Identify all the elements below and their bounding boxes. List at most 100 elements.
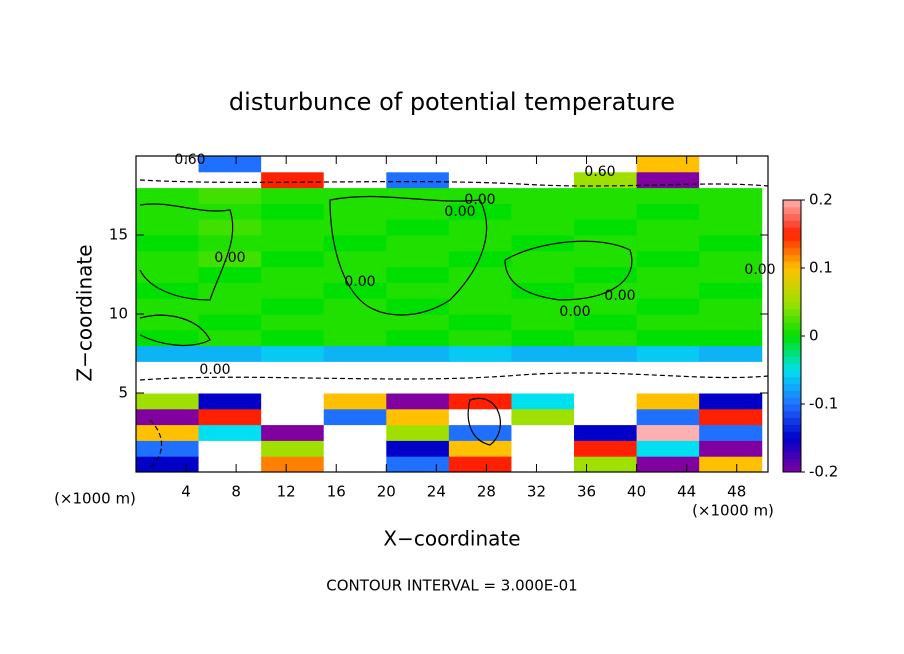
heatmap-cell xyxy=(136,361,200,378)
heatmap-cell xyxy=(511,393,575,410)
x-tick-label: 4 xyxy=(181,483,191,501)
colorbar-segment xyxy=(783,431,801,439)
heatmap-cell xyxy=(323,171,387,189)
heatmap-cell xyxy=(261,266,325,283)
heatmap-cell xyxy=(198,298,262,315)
heatmap-cell xyxy=(574,203,638,220)
heatmap-cell xyxy=(699,329,763,347)
colorbar-segment xyxy=(783,370,801,378)
heatmap-cell xyxy=(136,345,200,362)
colorbar-segment xyxy=(783,308,801,317)
heatmap-cell xyxy=(261,171,325,189)
heatmap-cell xyxy=(699,156,763,173)
heatmap-cell xyxy=(323,156,387,173)
heatmap-cell xyxy=(448,314,512,331)
heatmap-cell xyxy=(448,219,512,236)
heatmap-cell xyxy=(699,219,763,236)
heatmap-cell xyxy=(136,456,200,473)
colorbar-segment xyxy=(783,342,801,351)
x-tick-label: 24 xyxy=(427,483,446,501)
chart-title: disturbunce of potential temperature xyxy=(229,88,675,116)
heatmap-cell xyxy=(323,282,387,299)
contour-label: 0.00 xyxy=(214,250,245,266)
heatmap-cell xyxy=(136,203,200,220)
heatmap-cell xyxy=(448,456,512,473)
heatmap-cell xyxy=(636,298,700,315)
contour-line xyxy=(467,397,501,446)
x-tick-label: 16 xyxy=(327,483,346,501)
heatmap-cell xyxy=(699,266,763,283)
heatmap-cell xyxy=(136,171,200,189)
heatmap-cell xyxy=(511,298,575,315)
heatmap-cell xyxy=(323,298,387,315)
colorbar-segment xyxy=(783,465,801,473)
heatmap-cell xyxy=(386,219,450,236)
contour-line xyxy=(504,240,633,301)
heatmap-cell xyxy=(386,203,450,220)
heatmap-cell xyxy=(323,314,387,331)
heatmap-cell xyxy=(198,456,262,473)
heatmap-cell xyxy=(511,377,575,394)
heatmap-cell xyxy=(699,187,763,204)
heatmap-cell xyxy=(448,235,512,252)
x-tick-label: 44 xyxy=(677,483,696,501)
unit-label: (×1000 m) xyxy=(692,502,774,520)
heatmap-cell xyxy=(261,377,325,394)
colorbar-segment xyxy=(783,444,801,453)
heatmap-cell xyxy=(574,440,638,457)
heatmap-cell xyxy=(386,266,450,283)
heatmap-cell xyxy=(636,345,700,362)
heatmap-cell xyxy=(636,250,700,268)
colorbar-segment xyxy=(783,458,801,466)
heatmap-cell xyxy=(386,250,450,268)
heatmap-cell xyxy=(636,393,700,410)
heatmap-cell xyxy=(448,329,512,347)
heatmap-cell xyxy=(511,440,575,457)
heatmap-cell xyxy=(636,314,700,331)
colorbar-tick-label: -0.2 xyxy=(809,463,838,481)
heatmap-cell xyxy=(574,456,638,473)
contour-line xyxy=(139,203,234,301)
heatmap-cell xyxy=(198,314,262,331)
heatmap-cell xyxy=(386,156,450,173)
heatmap-cell xyxy=(574,314,638,331)
heatmap-cell xyxy=(198,266,262,283)
colorbar-segment xyxy=(783,390,801,398)
heatmap-cell xyxy=(574,219,638,236)
heatmap-cell xyxy=(699,171,763,189)
colorbar-segment xyxy=(783,417,801,425)
colorbar-segment xyxy=(783,227,801,235)
heatmap-cell xyxy=(198,361,262,378)
heatmap-cell xyxy=(511,266,575,283)
footnote: CONTOUR INTERVAL = 3.000E-01 xyxy=(326,577,577,595)
heatmap-cell xyxy=(198,219,262,236)
contour-line xyxy=(149,419,163,469)
y-axis-label: Z−coordinate xyxy=(73,244,97,381)
heatmap-cell xyxy=(448,408,512,426)
heatmap xyxy=(136,156,763,473)
heatmap-cell xyxy=(511,424,575,441)
heatmap-cell xyxy=(261,314,325,331)
colorbar-segment xyxy=(783,363,801,371)
colorbar-segment xyxy=(783,302,801,310)
x-tick-label: 28 xyxy=(477,483,496,501)
contour-label: 0.00 xyxy=(444,204,475,220)
heatmap-cell xyxy=(574,282,638,299)
x-axis-label: X−coordinate xyxy=(383,527,520,551)
heatmap-cell xyxy=(136,235,200,252)
colorbar-segment xyxy=(783,206,801,215)
heatmap-cell xyxy=(261,203,325,220)
heatmap-cell xyxy=(323,203,387,220)
colorbar-segment xyxy=(783,438,801,446)
heatmap-cell xyxy=(574,408,638,426)
heatmap-cell xyxy=(261,393,325,410)
colorbar-segment xyxy=(783,383,801,391)
heatmap-cell xyxy=(198,282,262,299)
colorbar-segment xyxy=(783,322,801,330)
heatmap-cell xyxy=(448,171,512,189)
heatmap-cell xyxy=(699,440,763,457)
contour-label: 0.00 xyxy=(199,362,230,378)
heatmap-cell xyxy=(386,361,450,378)
heatmap-cell xyxy=(511,282,575,299)
